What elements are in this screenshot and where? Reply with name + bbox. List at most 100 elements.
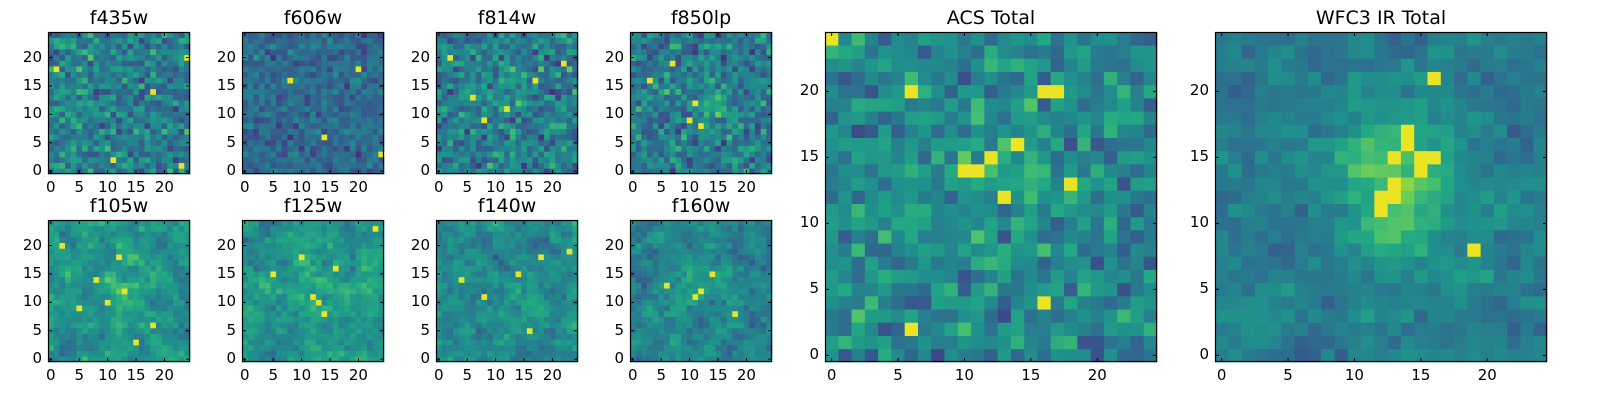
heatmap-cell [304, 293, 311, 300]
heatmap-cell [726, 117, 733, 124]
heatmap-cell [720, 276, 727, 283]
heatmap-cell [453, 151, 460, 158]
heatmap-cell [543, 350, 550, 357]
heatmap-cell [378, 339, 385, 346]
heatmap-cell [321, 248, 328, 255]
heatmap-cell [749, 339, 756, 346]
heatmap-cell [247, 156, 254, 163]
heatmap-cell [504, 83, 511, 90]
heatmap-cell [453, 288, 460, 295]
heatmap-cell [99, 122, 106, 129]
heatmap-cell [138, 49, 145, 56]
heatmap-cell [566, 139, 573, 146]
heatmap-cell [652, 327, 659, 334]
heatmap-cell [372, 271, 379, 278]
heatmap-cell [566, 271, 573, 278]
heatmap-cell [504, 339, 511, 346]
heatmap-cell [259, 299, 266, 306]
heatmap-cell [287, 344, 294, 351]
heatmap-cell [93, 305, 100, 312]
heatmap-cell [321, 77, 328, 84]
heatmap-cell [532, 316, 539, 323]
heatmap-cell [321, 225, 328, 232]
heatmap-cell [310, 299, 317, 306]
heatmap-cell [321, 122, 328, 129]
heatmap-cell [59, 316, 66, 323]
heatmap-cell [526, 305, 533, 312]
heatmap-cell [766, 316, 773, 323]
heatmap-cell [361, 339, 368, 346]
heatmap-cell [658, 299, 665, 306]
heatmap-cell [310, 77, 317, 84]
heatmap-cell [709, 94, 716, 101]
heatmap-cell [754, 134, 761, 141]
heatmap-cell [521, 60, 528, 67]
heatmap-cell [121, 225, 128, 232]
heatmap-cell [321, 71, 328, 78]
heatmap-cell [87, 66, 94, 73]
heatmap-cell [436, 43, 443, 50]
heatmap-cell [276, 105, 283, 112]
heatmap-cell [372, 37, 379, 44]
heatmap-cell [538, 60, 545, 67]
heatmap-cell [121, 162, 128, 169]
heatmap-cell [538, 231, 545, 238]
heatmap-cell [276, 156, 283, 163]
heatmap-cell [715, 276, 722, 283]
heatmap-cell [669, 43, 676, 50]
heatmap-cell [70, 134, 77, 141]
heatmap-cell [253, 356, 260, 363]
heatmap-cell [53, 339, 60, 346]
heatmap-cell [76, 60, 83, 67]
heatmap-cell [664, 145, 671, 152]
heatmap-cell [361, 139, 368, 146]
plot-frame [47, 219, 191, 363]
heatmap-cell [53, 128, 60, 135]
heatmap-cell [281, 242, 288, 249]
heatmap-cell [184, 276, 191, 283]
heatmap-cell [692, 316, 699, 323]
heatmap-cell [76, 316, 83, 323]
heatmap-cell [652, 100, 659, 107]
heatmap-cell [555, 305, 562, 312]
heatmap-cell [664, 77, 671, 84]
heatmap-cell [310, 265, 317, 272]
heatmap-cell [253, 225, 260, 232]
heatmap-cell [681, 327, 688, 334]
heatmap-cell [737, 288, 744, 295]
heatmap-cell [709, 83, 716, 90]
heatmap-cell [686, 49, 693, 56]
heatmap-cell [453, 100, 460, 107]
heatmap-cell [161, 293, 168, 300]
heatmap-cell [526, 220, 533, 227]
heatmap-cell [259, 316, 266, 323]
heatmap-cell [332, 32, 339, 39]
heatmap-cell [692, 37, 699, 44]
heatmap-cell [264, 43, 271, 50]
heatmap-cell [475, 282, 482, 289]
heatmap-cell [555, 145, 562, 152]
heatmap-cell [104, 225, 111, 232]
heatmap-cell [647, 105, 654, 112]
heatmap-cell [310, 293, 317, 300]
heatmap-cell [675, 162, 682, 169]
heatmap-cell [526, 66, 533, 73]
heatmap-cell [150, 83, 157, 90]
heatmap-cell [566, 237, 573, 244]
heatmap-cell [349, 71, 356, 78]
heatmap-cell [366, 139, 373, 146]
heatmap-cell [715, 156, 722, 163]
heatmap-cell [144, 254, 151, 261]
heatmap-cell [566, 310, 573, 317]
heatmap-cell [150, 162, 157, 169]
heatmap-cell [475, 100, 482, 107]
heatmap-cell [242, 134, 249, 141]
heatmap-cell [144, 259, 151, 266]
heatmap-cell [315, 54, 322, 61]
heatmap-cell [270, 94, 277, 101]
heatmap-cell [270, 237, 277, 244]
heatmap-cell [630, 105, 637, 112]
x-tick-label: 15 [320, 178, 340, 196]
heatmap-cell [509, 259, 516, 266]
heatmap-cell [65, 356, 72, 363]
